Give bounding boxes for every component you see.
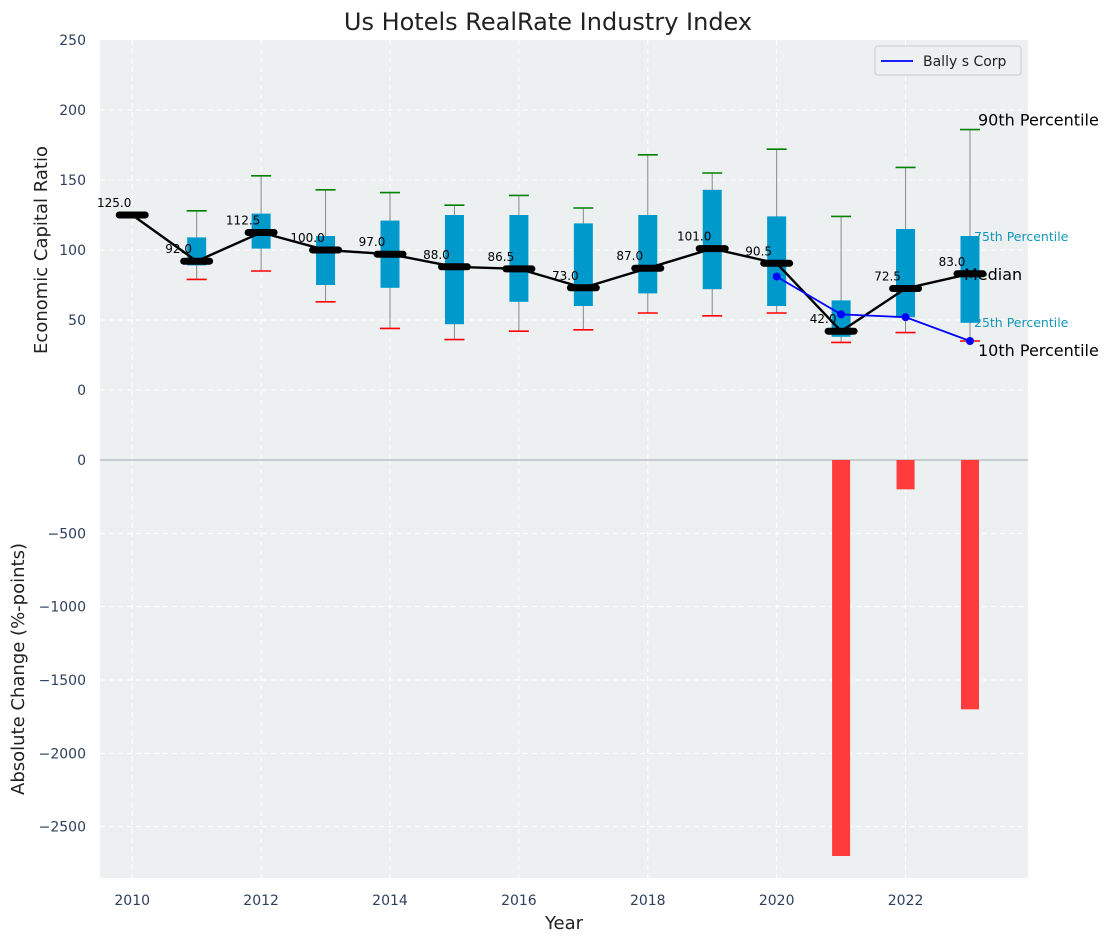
bottom-y-tick-label: −500 bbox=[48, 526, 86, 542]
bottom-y-tick-label: −2000 bbox=[39, 746, 86, 762]
company-series bbox=[772, 272, 974, 345]
median-value-label-2017: 73.0 bbox=[552, 269, 579, 283]
top-y-tick-label: 0 bbox=[77, 383, 86, 399]
box-2018 bbox=[638, 215, 658, 294]
change-bar-2022 bbox=[896, 460, 915, 490]
x-tick-label: 2022 bbox=[888, 893, 924, 909]
median-value-label-2011: 92.0 bbox=[165, 242, 192, 256]
bottom-grid bbox=[100, 460, 1028, 878]
top-y-tick-label: 100 bbox=[59, 243, 86, 259]
top-y-ticks: 0 50 100 150 200 250 bbox=[59, 33, 86, 399]
top-y-tick-label: 200 bbox=[59, 103, 86, 119]
legend-label: Bally s Corp bbox=[923, 54, 1007, 70]
x-axis-label: Year bbox=[544, 913, 584, 934]
p90-annotation: 90th Percentile bbox=[978, 111, 1099, 130]
change-bars bbox=[832, 460, 979, 856]
company-line bbox=[776, 275, 971, 342]
median-value-label-2023: 83.0 bbox=[939, 255, 966, 269]
company-point-2021 bbox=[837, 310, 846, 319]
box-2016 bbox=[509, 215, 529, 302]
box-2017 bbox=[573, 223, 593, 306]
chart-title: Us Hotels RealRate Industry Index bbox=[344, 8, 752, 36]
bottom-panel bbox=[100, 460, 1028, 878]
median-value-label-2022: 72.5 bbox=[874, 270, 901, 284]
bottom-y-axis-label: Absolute Change (%-points) bbox=[8, 543, 29, 795]
bottom-y-tick-label: −2500 bbox=[39, 820, 86, 836]
median-value-label-2013: 100.0 bbox=[290, 231, 324, 245]
p75-annotation: 75th Percentile bbox=[974, 229, 1069, 244]
median-series bbox=[115, 211, 987, 335]
legend-box bbox=[874, 45, 1022, 76]
change-bar-2021 bbox=[832, 460, 851, 856]
box-2019 bbox=[702, 189, 722, 290]
top-y-axis-label: Economic Capital Ratio bbox=[31, 146, 52, 354]
company-point-2022 bbox=[901, 313, 910, 322]
median-value-label-2016: 86.5 bbox=[488, 250, 515, 264]
bottom-y-tick-label: 0 bbox=[77, 453, 86, 469]
median-value-labels: 125.0 92.0 112.5 100.0 97.0 88.0 86.5 73.0 87.0 1… bbox=[97, 196, 965, 326]
percentile-annotations: 90th Percentile 75th Percentile Median 25th… bbox=[964, 111, 1099, 360]
x-tick-label: 2016 bbox=[501, 893, 537, 909]
box-2022 bbox=[896, 229, 916, 318]
median-value-label-2014: 97.0 bbox=[359, 235, 386, 249]
x-tick-label: 2012 bbox=[243, 893, 279, 909]
median-value-label-2020: 90.5 bbox=[745, 244, 772, 258]
median-value-label-2021: 42.0 bbox=[810, 312, 837, 326]
x-ticks: 2010 2012 2014 2016 2018 2020 2022 bbox=[114, 893, 923, 909]
p10-annotation: 10th Percentile bbox=[978, 341, 1099, 360]
legend: Bally s Corp bbox=[874, 45, 1022, 76]
median-annotation: Median bbox=[964, 265, 1022, 284]
change-bar-2023 bbox=[961, 460, 979, 710]
median-value-label-2012: 112.5 bbox=[226, 214, 260, 228]
median-value-label-2018: 87.0 bbox=[616, 249, 643, 263]
median-value-label-2010: 125.0 bbox=[97, 196, 131, 210]
bottom-y-tick-label: −1500 bbox=[39, 673, 86, 689]
box-2023 bbox=[960, 236, 980, 323]
company-point-2023 bbox=[966, 337, 974, 345]
x-tick-label: 2018 bbox=[630, 893, 666, 909]
x-tick-label: 2014 bbox=[372, 893, 408, 909]
median-value-label-2015: 88.0 bbox=[423, 248, 450, 262]
top-y-tick-label: 50 bbox=[68, 313, 86, 329]
bottom-y-tick-label: −1000 bbox=[39, 600, 86, 616]
top-y-tick-label: 150 bbox=[59, 173, 86, 189]
median-value-label-2019: 101.0 bbox=[677, 230, 711, 244]
x-tick-label: 2010 bbox=[114, 893, 150, 909]
company-point-2020 bbox=[772, 272, 781, 281]
bottom-y-ticks: 0 −500 −1000 −1500 −2000 −2500 bbox=[39, 453, 86, 836]
p25-annotation: 25th Percentile bbox=[974, 315, 1069, 330]
top-y-tick-label: 250 bbox=[59, 33, 86, 49]
x-tick-label: 2020 bbox=[759, 893, 795, 909]
